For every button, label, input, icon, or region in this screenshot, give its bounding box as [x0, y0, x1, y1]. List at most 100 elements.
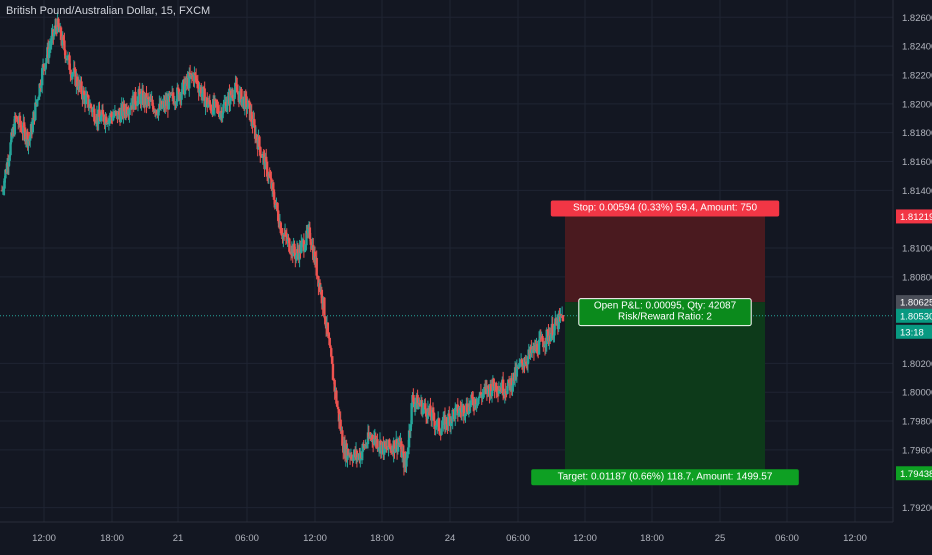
- candle-body: [45, 58, 48, 64]
- candle-body: [394, 448, 397, 453]
- candle-body: [4, 169, 7, 179]
- candle-body: [414, 402, 418, 405]
- candle-body: [107, 118, 111, 124]
- price-axis[interactable]: 1.82600 1.82400 1.82200 1.82000 1.81800 1.816…: [892, 0, 932, 522]
- candle-body: [208, 100, 212, 105]
- candle-body: [203, 88, 206, 107]
- candle-body: [416, 394, 419, 410]
- candle-body: [225, 105, 229, 112]
- candle-body: [476, 404, 479, 406]
- stop-zone[interactable]: [565, 216, 765, 303]
- candle-body: [135, 105, 139, 107]
- candle-body: [324, 317, 327, 325]
- candle-body: [202, 87, 206, 89]
- candle-body: [437, 418, 441, 432]
- candle-body: [421, 407, 424, 415]
- time-tick-label: 12:00: [32, 533, 56, 544]
- candle-body: [241, 98, 244, 106]
- time-tick-label: 21: [173, 533, 184, 544]
- candle-body: [181, 82, 184, 93]
- time-tick-label: 06:00: [506, 533, 530, 544]
- candle-body: [37, 96, 40, 100]
- candle-body: [435, 425, 438, 427]
- candle-body: [376, 439, 379, 449]
- candle-body: [412, 395, 415, 402]
- candle-body: [151, 99, 154, 106]
- candle-body: [524, 361, 527, 366]
- candle-body: [329, 345, 332, 349]
- candle-body: [264, 156, 267, 170]
- candle-body: [408, 430, 412, 432]
- candle-body: [441, 425, 444, 429]
- candle-body: [471, 394, 474, 399]
- time-axis[interactable]: 12:00 18:00 21 06:00 12:00 18:00 24 06:00 12:00 1…: [0, 521, 893, 544]
- candle-body: [87, 95, 90, 108]
- candle-body: [91, 108, 94, 113]
- candle-body: [288, 251, 292, 254]
- target-price-badge[interactable]: 1.79438: [896, 466, 932, 481]
- candle-body: [9, 142, 12, 156]
- price-tick-label: 1.79200: [902, 503, 932, 514]
- candle-body: [330, 348, 333, 357]
- candle-body: [1, 190, 5, 192]
- candle-body: [271, 183, 275, 190]
- time-tick-label: 18:00: [100, 533, 124, 544]
- open-pnl-label[interactable]: Open P&L: 0.00095, Qty: 42087Risk/Reward…: [578, 298, 752, 327]
- candle-body: [518, 362, 521, 368]
- candle-body: [112, 116, 116, 118]
- position-labels[interactable]: Stop: 0.00594 (0.33%) 59.4, Amount: 750 O…: [531, 200, 799, 486]
- candle-body: [367, 432, 371, 439]
- candle-body: [88, 107, 91, 109]
- candle-body: [336, 406, 340, 410]
- countdown-badge[interactable]: 13:18: [896, 324, 932, 339]
- candle-body: [304, 245, 307, 250]
- candle-body: [190, 73, 194, 76]
- symbol-title[interactable]: British Pound/Australian Dollar, 15, FXC…: [6, 5, 211, 17]
- stop-label[interactable]: Stop: 0.00594 (0.33%) 59.4, Amount: 750: [550, 200, 780, 217]
- candle-body: [300, 240, 304, 243]
- candle-body: [507, 379, 511, 383]
- candle-body: [551, 323, 554, 339]
- candle-body: [2, 188, 5, 191]
- candle-body: [401, 451, 404, 458]
- entry-price-badge[interactable]: 1.80625: [896, 295, 932, 310]
- candle-body: [20, 127, 23, 133]
- candle-body: [172, 98, 176, 105]
- candle-body: [383, 441, 387, 448]
- candle-body: [71, 73, 75, 75]
- stop-price-badge[interactable]: 1.81219: [896, 209, 932, 224]
- candle-body: [424, 403, 427, 410]
- position-zones[interactable]: [565, 216, 765, 474]
- candle-body: [44, 63, 47, 70]
- current-price-badge[interactable]: 1.80530: [896, 308, 932, 323]
- candle-body: [200, 87, 203, 97]
- candle-body: [76, 76, 79, 87]
- time-tick-label: 25: [715, 533, 726, 544]
- candle-body: [128, 109, 131, 115]
- candle-body: [70, 74, 74, 78]
- candle-body: [274, 205, 277, 208]
- candle-body: [336, 403, 339, 407]
- candle-body: [84, 94, 88, 105]
- candle-body: [261, 153, 265, 158]
- candle-body: [101, 109, 105, 115]
- candle-body: [265, 156, 268, 162]
- candle-body: [250, 111, 253, 123]
- price-tick-label: 1.80200: [902, 359, 932, 370]
- candle-body: [82, 90, 85, 100]
- candle-body: [320, 289, 324, 304]
- candle-body: [462, 405, 465, 417]
- candle-body: [454, 407, 457, 419]
- candle-body: [426, 408, 430, 419]
- candle-body: [102, 114, 105, 122]
- candle-body: [175, 101, 178, 105]
- candle-body: [258, 136, 261, 147]
- candle-body: [180, 92, 183, 100]
- candle-body: [553, 325, 556, 336]
- target-label[interactable]: Target: 0.01187 (0.66%) 118.7, Amount: 1…: [531, 469, 799, 486]
- target-zone[interactable]: [565, 302, 765, 474]
- candle-body: [459, 408, 462, 411]
- candle-body: [365, 444, 369, 446]
